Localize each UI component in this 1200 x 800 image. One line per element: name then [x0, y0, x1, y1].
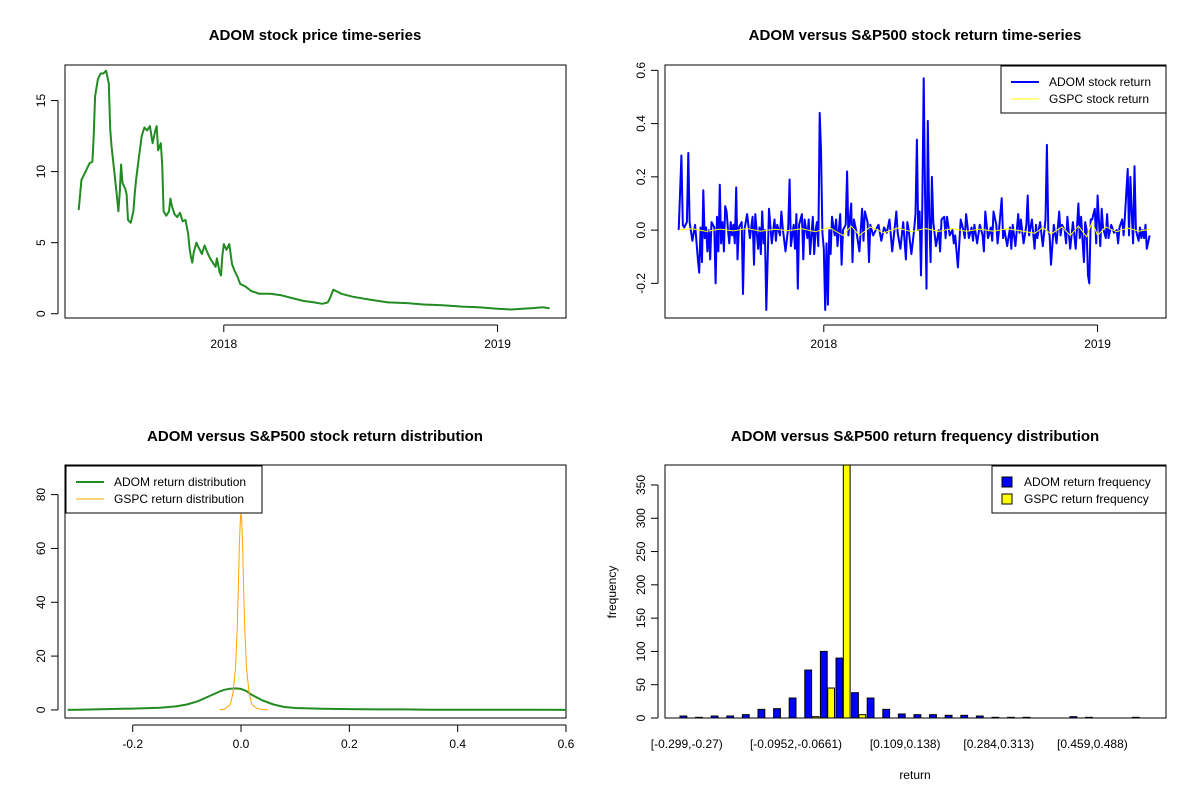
adom-frequency-bar	[804, 669, 813, 719]
legend-label: GSPC stock return	[1049, 92, 1149, 106]
x-tick-label: 2018	[810, 337, 837, 351]
adom-frequency-bar	[960, 714, 969, 719]
adom-price-line	[77, 69, 550, 311]
adom-frequency-bar	[866, 697, 875, 719]
adom-frequency-bar	[882, 708, 891, 719]
gspc-frequency-bar	[858, 714, 867, 719]
x-category-label: [0.284,0.313)	[963, 737, 1034, 751]
legend-label: ADOM stock return	[1049, 75, 1151, 89]
legend-swatch	[1001, 493, 1013, 505]
x-tick-label: 0.4	[449, 737, 466, 751]
y-tick-label: 250	[634, 541, 648, 561]
gspc-frequency-bar	[811, 716, 820, 719]
adom-return-line	[677, 77, 1151, 311]
y-tick-label: 50	[634, 678, 648, 692]
plot-frame-2	[64, 464, 567, 719]
x-tick-label: -0.2	[122, 737, 143, 751]
plot-frame-1	[664, 64, 1167, 319]
adom-frequency-bar	[710, 715, 719, 719]
y-tick-label: 5	[34, 239, 48, 246]
chart-title: ADOM stock price time-series	[209, 27, 422, 44]
y-tick-label: 200	[634, 575, 648, 595]
adom-frequency-bar	[913, 714, 922, 719]
chart-title: ADOM versus S&P500 return frequency dist…	[731, 428, 1099, 445]
adom-frequency-bar	[741, 714, 750, 719]
x-tick-label: 2019	[484, 337, 511, 351]
chart-title: ADOM versus S&P500 stock return distribu…	[147, 428, 483, 445]
adom-frequency-bar	[726, 715, 735, 719]
y-tick-label: 0.0	[634, 221, 648, 238]
x-tick-label: 0.6	[558, 737, 575, 751]
x-tick-label: 0.2	[341, 737, 358, 751]
x-tick-label: 2019	[1084, 337, 1111, 351]
chart-title: ADOM versus S&P500 stock return time-ser…	[749, 27, 1082, 44]
y-tick-label: 20	[34, 649, 48, 663]
y-tick-label: 0.4	[634, 115, 648, 132]
y-tick-label: 350	[634, 475, 648, 495]
adom-density-line	[67, 687, 567, 711]
x-category-label: [0.109,0.138)	[870, 737, 941, 751]
y-tick-label: 100	[634, 641, 648, 661]
legend-box-1	[1000, 65, 1167, 114]
y-tick-label: 0.6	[634, 62, 648, 79]
adom-frequency-bar	[757, 708, 766, 719]
legend-label: GSPC return frequency	[1024, 492, 1149, 506]
adom-frequency-bar	[679, 715, 688, 719]
y-tick-label: 0	[34, 706, 48, 713]
x-category-label: [-0.299,-0.27)	[651, 737, 723, 751]
adom-frequency-bar	[1085, 716, 1093, 719]
x-tick-label: 2018	[210, 337, 237, 351]
adom-frequency-bar	[695, 716, 703, 719]
adom-frequency-bar	[819, 650, 828, 719]
y-axis-label: frequency	[605, 566, 619, 619]
adom-frequency-bar	[975, 715, 984, 719]
adom-frequency-bar	[1007, 716, 1015, 719]
y-tick-label: 0.2	[634, 168, 648, 185]
x-tick-label: 0.0	[233, 737, 250, 751]
adom-frequency-bar	[929, 714, 937, 719]
x-category-label: [-0.0952,-0.0661)	[750, 737, 842, 751]
y-tick-label: 60	[34, 541, 48, 555]
adom-frequency-bar	[835, 657, 844, 719]
legend-swatch	[1001, 476, 1013, 488]
y-tick-label: 0	[34, 310, 48, 317]
gspc-frequency-bar	[827, 687, 836, 719]
y-tick-label: 10	[34, 165, 48, 179]
adom-frequency-bar	[851, 692, 859, 719]
gspc-return-line	[678, 221, 1150, 238]
y-tick-label: 80	[34, 488, 48, 502]
adom-frequency-bar	[944, 714, 953, 719]
legend-label: ADOM return frequency	[1024, 475, 1151, 489]
plot-frame-0	[64, 64, 567, 319]
y-tick-label: 0	[634, 714, 648, 721]
y-tick-label: 15	[34, 94, 48, 108]
x-axis-label: return	[899, 768, 930, 782]
adom-frequency-bar	[1022, 716, 1031, 719]
adom-frequency-bar	[788, 697, 797, 719]
y-tick-label: 40	[34, 595, 48, 609]
legend-box-3	[991, 465, 1167, 514]
legend-label: ADOM return distribution	[114, 475, 246, 489]
adom-frequency-bar	[1131, 716, 1140, 719]
adom-frequency-bar	[897, 713, 906, 719]
y-tick-label: 150	[634, 608, 648, 628]
x-category-label: [0.459,0.488)	[1057, 737, 1128, 751]
adom-frequency-bar	[773, 708, 781, 719]
y-tick-label: 300	[634, 508, 648, 528]
adom-frequency-bar	[991, 716, 1000, 719]
legend-box-2	[65, 465, 263, 514]
y-tick-label: -0.2	[634, 273, 648, 294]
legend-label: GSPC return distribution	[114, 492, 244, 506]
adom-frequency-bar	[1069, 716, 1078, 719]
gspc-frequency-bar	[842, 464, 851, 719]
gspc-density-line	[219, 512, 269, 711]
